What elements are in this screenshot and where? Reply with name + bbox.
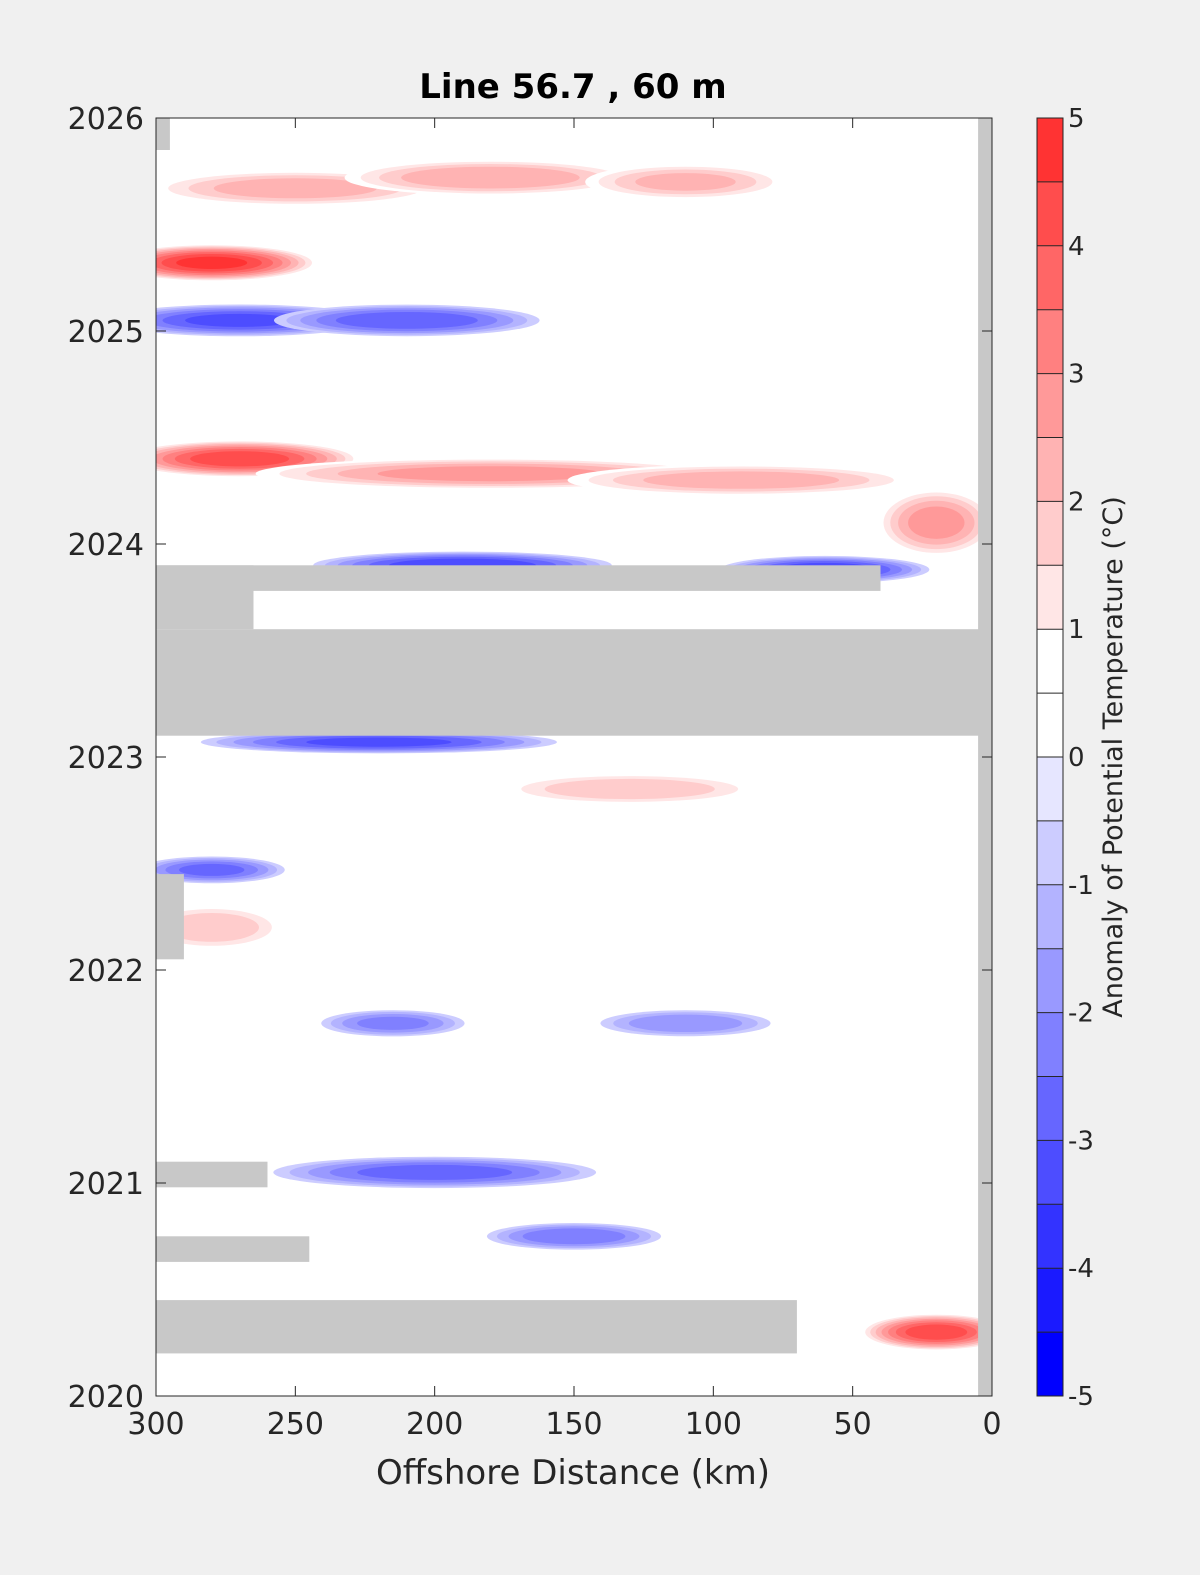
contour-band [401, 166, 580, 189]
colorbar-band [1037, 1268, 1063, 1333]
chart-title: Line 56.7 , 60 m [419, 67, 726, 107]
missing-data-region [156, 1300, 797, 1354]
anomaly-feature [567, 464, 915, 496]
contour-band [185, 313, 295, 327]
colorbar-tick-label: 4 [1068, 232, 1085, 262]
y-tick-label: 2021 [68, 1167, 144, 1202]
colorbar-band [1037, 1012, 1063, 1077]
anomaly-feature [502, 773, 758, 805]
x-tick-label: 100 [685, 1407, 742, 1442]
y-tick-label: 2024 [68, 528, 144, 563]
y-tick-label: 2025 [68, 315, 144, 350]
x-tick-label: 250 [267, 1407, 324, 1442]
contour-band [377, 466, 604, 482]
x-tick-label: 150 [545, 1407, 602, 1442]
contour-band [190, 451, 290, 467]
x-tick-label: 0 [982, 1407, 1001, 1442]
y-tick-label: 2026 [68, 102, 144, 137]
colorbar-band [1037, 693, 1063, 757]
colorbar-band [1037, 118, 1063, 182]
colorbar-band [1037, 1332, 1063, 1396]
colorbar-band [1037, 565, 1063, 630]
anomaly-feature [344, 159, 637, 196]
y-tick-label: 2023 [68, 741, 144, 776]
colorbar-band [1037, 820, 1063, 885]
colorbar-band [1037, 373, 1063, 438]
colorbar-band [1037, 757, 1063, 821]
x-axis-label: Offshore Distance (km) [376, 1453, 770, 1493]
colorbar-tick-label: -5 [1068, 1382, 1094, 1412]
anomaly-feature [274, 304, 540, 337]
contour-band [335, 312, 478, 329]
anomaly-feature [156, 244, 319, 282]
colorbar-tick-label: -3 [1068, 1126, 1094, 1156]
colorbar-tick-label: -2 [1068, 999, 1094, 1029]
contour-band [306, 737, 452, 747]
colorbar-band [1037, 309, 1063, 374]
colorbar-band [1037, 245, 1063, 310]
anomaly-feature [486, 1223, 662, 1250]
colorbar-tick-label: 0 [1068, 743, 1085, 773]
missing-data-region [156, 118, 170, 150]
colorbar-tick-label: 5 [1068, 104, 1085, 134]
colorbar-label: Anomaly of Potential Temperature (°C) [1098, 496, 1129, 1018]
contour-band [522, 1228, 626, 1245]
contour-band [643, 471, 840, 489]
colorbar-band [1037, 948, 1063, 1013]
colorbar-tick-label: 3 [1068, 360, 1085, 390]
colorbar-band [1037, 884, 1063, 949]
contour-band [635, 173, 736, 191]
colorbar-tick-label: -4 [1068, 1254, 1094, 1284]
y-axis: 2020 2021 2022 2023 2024 2025 2026 [68, 102, 992, 1415]
colorbar: 5 4 3 2 1 0 -1 -2 -3 -4 -5 [1036, 104, 1094, 1412]
missing-data-regions [156, 118, 992, 1396]
missing-data-region [156, 565, 881, 591]
anomaly-feature [156, 905, 283, 950]
anomaly-feature [585, 164, 786, 200]
anomaly-feature [255, 458, 726, 490]
contour-band [179, 863, 245, 876]
x-axis: 300 250 200 150 100 50 0 [127, 118, 1002, 1442]
x-tick-label: 200 [406, 1407, 463, 1442]
colorbar-tick-label: 2 [1068, 487, 1085, 517]
colorbar-tick-label: 1 [1068, 615, 1085, 645]
colorbar-tick-label: -1 [1068, 871, 1094, 901]
colorbar-band [1037, 501, 1063, 566]
x-tick-label: 50 [834, 1407, 872, 1442]
x-tick-label: 300 [127, 1407, 184, 1442]
missing-data-region [156, 565, 254, 630]
anomaly-feature [200, 730, 557, 754]
y-tick-label: 2022 [68, 954, 144, 989]
missing-data-region [978, 118, 992, 1396]
contour-band [544, 778, 715, 800]
missing-data-region [156, 1236, 310, 1262]
missing-data-region [156, 874, 184, 960]
contour-band [357, 1164, 513, 1180]
colorbar-band [1037, 1204, 1063, 1269]
contour-band [628, 1014, 743, 1032]
anomaly-feature [877, 489, 992, 557]
contour-band [176, 256, 248, 269]
anomaly-feature [600, 1010, 771, 1037]
anomaly-feature [860, 1313, 992, 1351]
anomaly-features [156, 159, 992, 1351]
colorbar-band [1037, 1140, 1063, 1205]
contour-band [908, 506, 965, 539]
colorbar-band [1037, 437, 1063, 502]
missing-data-region [156, 629, 992, 736]
colorbar-band [1037, 181, 1063, 246]
colorbar-band [1037, 629, 1063, 694]
contour-band [357, 1016, 429, 1030]
missing-data-region [156, 1161, 268, 1188]
colorbar-band [1037, 1076, 1063, 1141]
contour-band [905, 1324, 968, 1340]
contour-band [164, 913, 259, 942]
contour-band [213, 178, 377, 199]
anomaly-feature [156, 856, 285, 884]
y-tick-label: 2020 [68, 1380, 144, 1415]
anomaly-feature [273, 1156, 597, 1189]
anomaly-feature [321, 1010, 465, 1037]
